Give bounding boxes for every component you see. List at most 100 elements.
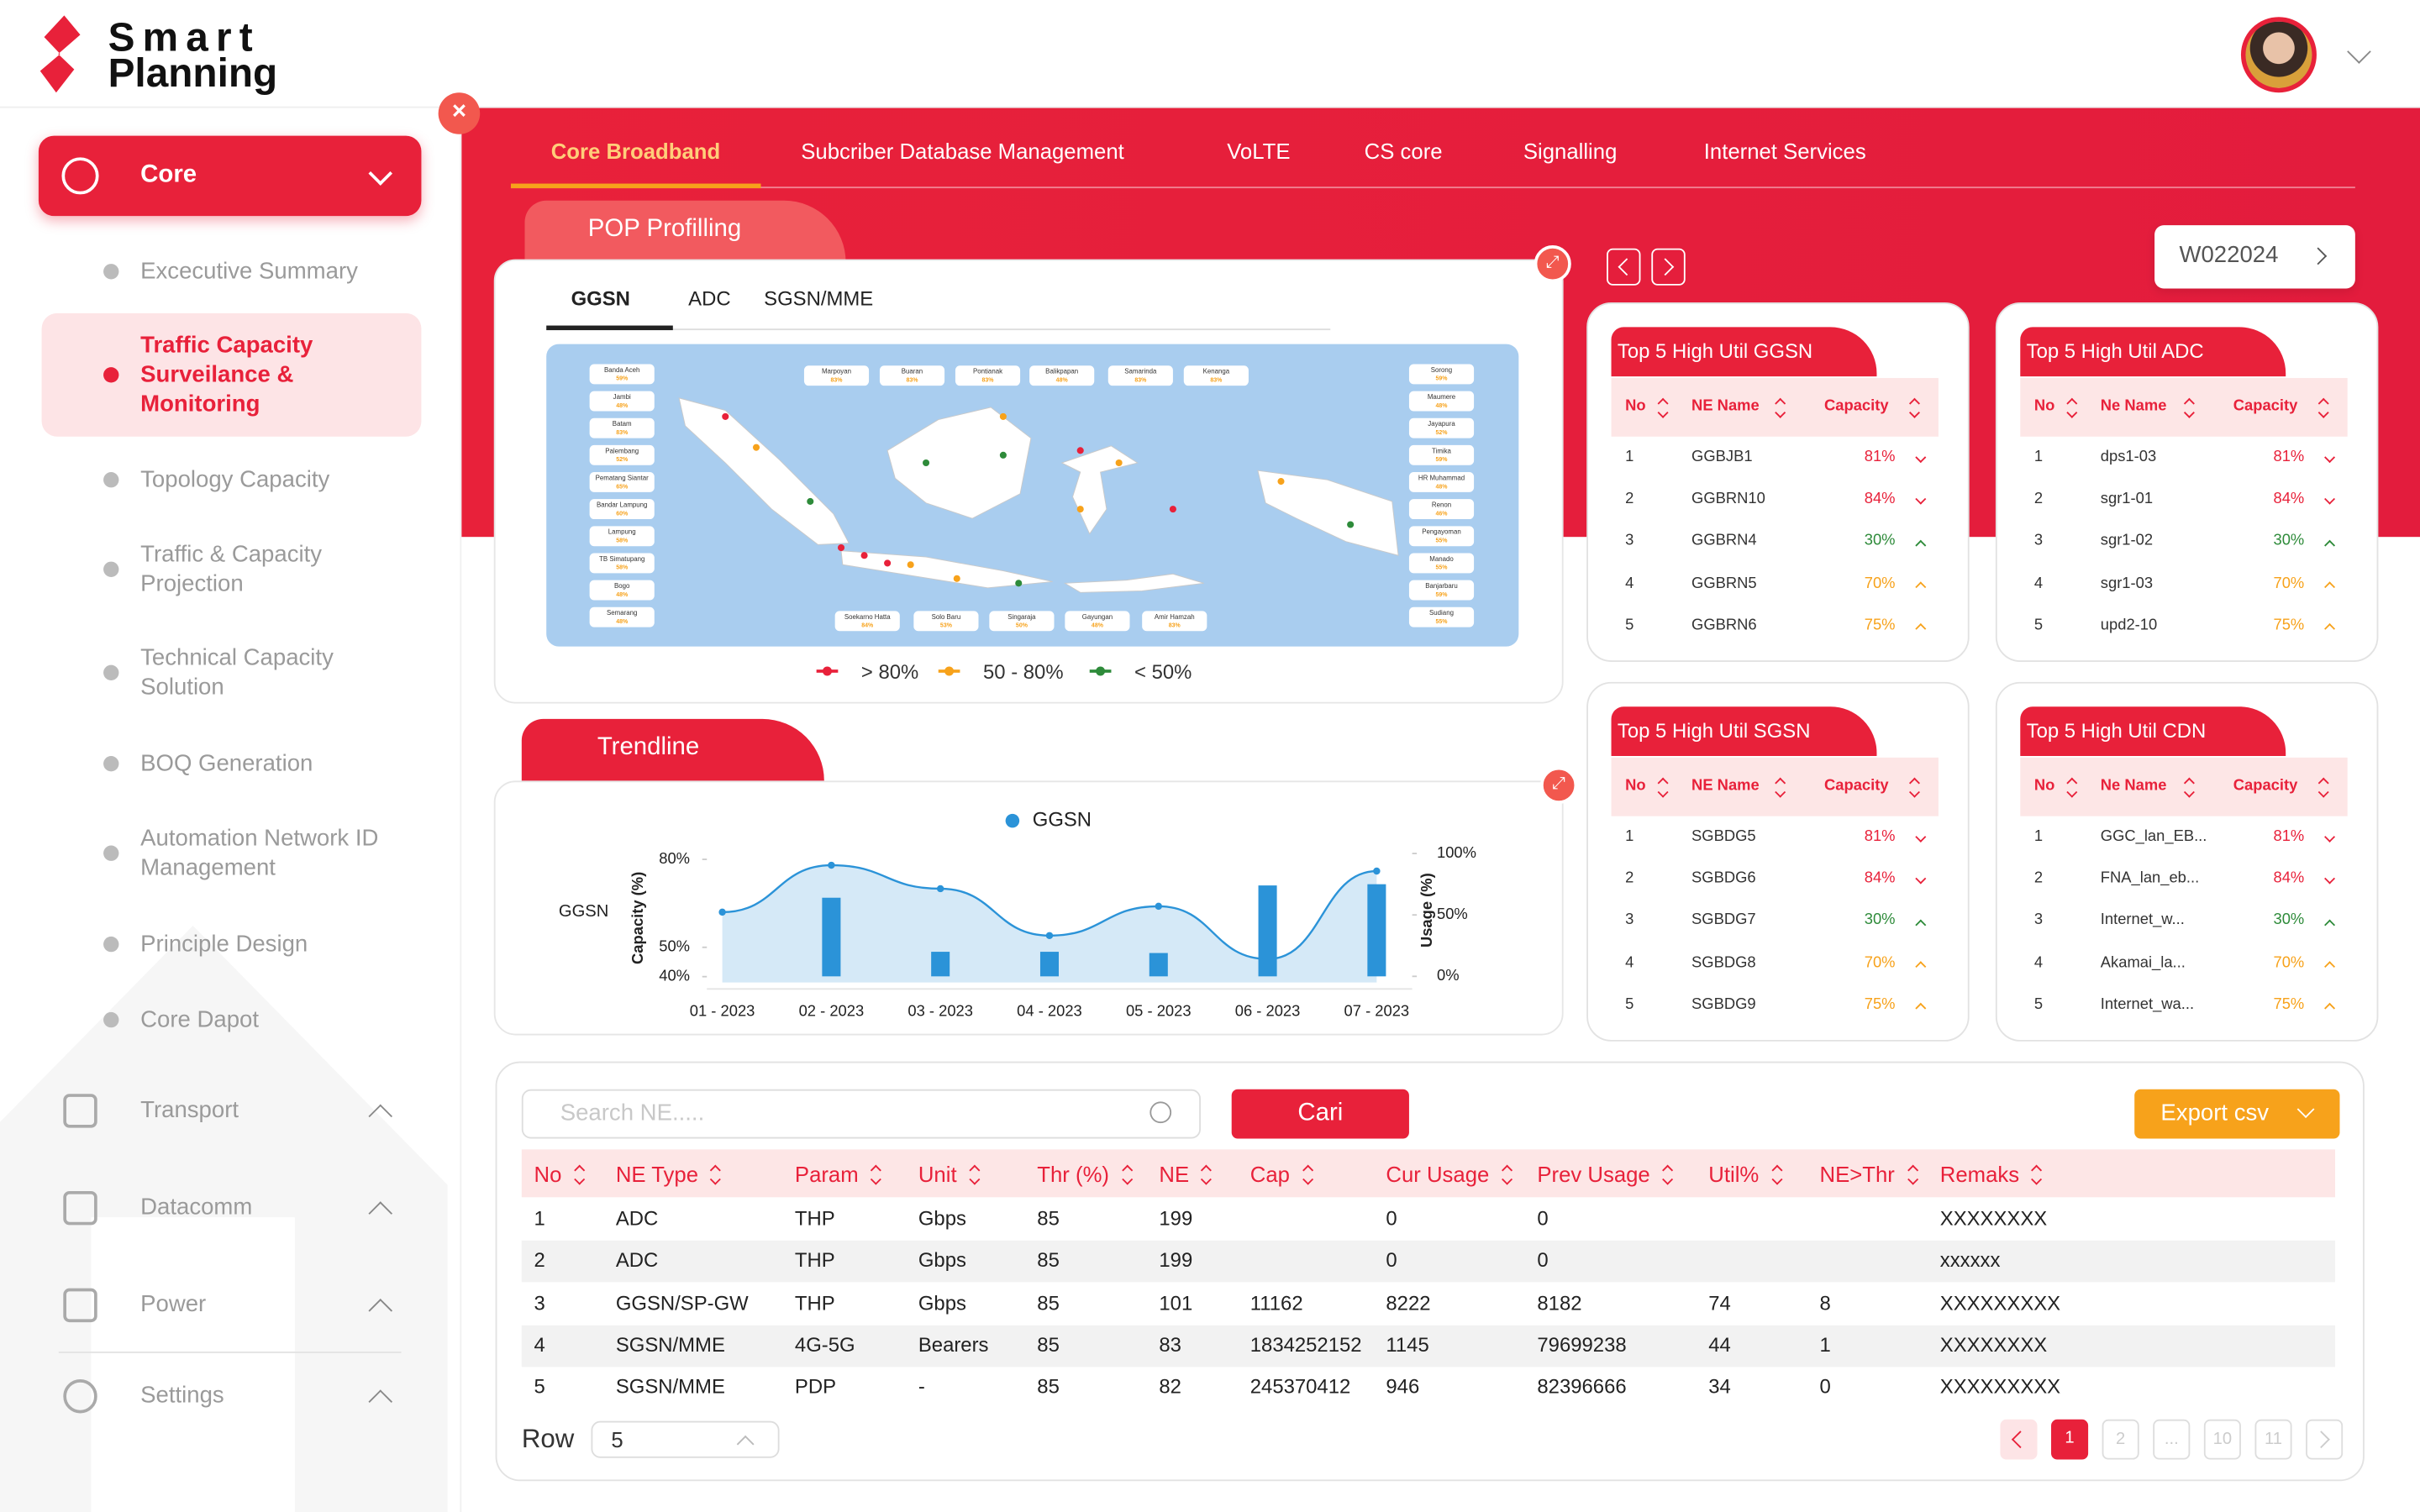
table-cell: 8 xyxy=(1819,1290,1831,1315)
page-button[interactable]: ... xyxy=(2153,1419,2191,1460)
top5-header xyxy=(1611,378,1939,437)
column-header: Capacity xyxy=(2233,777,2298,795)
sidebar-group[interactable]: Transport xyxy=(140,1096,239,1124)
subtab-underline xyxy=(546,325,673,331)
table-cell: 946 xyxy=(1386,1374,1420,1399)
row-name: GGBRN4 xyxy=(1691,533,1757,550)
row-capacity: 84% xyxy=(1864,491,1896,508)
row-capacity: 30% xyxy=(2273,533,2305,550)
page-prev[interactable] xyxy=(2000,1419,2038,1460)
table-cell: 5 xyxy=(534,1374,545,1399)
expand-button[interactable]: ⤢ xyxy=(1534,245,1571,283)
item-bullet xyxy=(103,561,119,577)
table-cell: 2 xyxy=(534,1248,545,1273)
nav-tab[interactable]: Core Broadband xyxy=(550,139,721,164)
sidebar-group[interactable]: Datacomm xyxy=(140,1194,253,1221)
table-cell: 85 xyxy=(1037,1374,1060,1399)
search-button[interactable]: Cari xyxy=(1231,1089,1409,1139)
row-capacity: 81% xyxy=(1864,828,1896,846)
row-no: 5 xyxy=(1625,617,1634,634)
pager-arrow[interactable] xyxy=(1607,248,1641,286)
row-select[interactable]: 5 xyxy=(591,1420,780,1458)
search-placeholder: Search NE..... xyxy=(560,1100,705,1126)
sidebar-item[interactable]: Core Dapot xyxy=(140,1006,260,1033)
top5-tab xyxy=(1611,327,1877,377)
table-column: No xyxy=(534,1162,562,1187)
row-no: 1 xyxy=(1625,449,1634,466)
page-button[interactable]: 10 xyxy=(2203,1419,2241,1460)
expand-button[interactable]: ⤢ xyxy=(1540,766,1578,804)
export-button[interactable]: Export csv xyxy=(2134,1089,2340,1139)
nav-tab[interactable]: Internet Services xyxy=(1703,139,1866,164)
nav-tab[interactable]: CS core xyxy=(1364,139,1443,164)
row-stripe xyxy=(521,1241,2335,1283)
page-button[interactable]: 2 xyxy=(2102,1419,2139,1460)
sidebar-group[interactable]: Power xyxy=(140,1291,207,1318)
table-cell: 11162 xyxy=(1249,1290,1303,1315)
table-cell: 85 xyxy=(1037,1290,1060,1315)
row-no: 4 xyxy=(1625,575,1634,592)
table-cell: 199 xyxy=(1159,1206,1193,1230)
row-no: 3 xyxy=(1625,533,1634,550)
row-label: Row xyxy=(521,1424,575,1454)
row-capacity: 84% xyxy=(2273,491,2305,508)
row-no: 4 xyxy=(1625,954,1634,972)
table-cell: 3 xyxy=(534,1290,545,1315)
table-cell: 8182 xyxy=(1537,1290,1582,1315)
sidebar-item[interactable]: Topology Capacity xyxy=(140,466,330,493)
table-cell: XXXXXXXXX xyxy=(1939,1290,2061,1315)
table-header xyxy=(521,1149,2335,1198)
table-cell: 0 xyxy=(1819,1374,1831,1399)
section-tab xyxy=(521,718,824,794)
table-cell: Gbps xyxy=(918,1248,966,1273)
sidebar-item[interactable]: Traffic Capacity Surveilance & Monitorin… xyxy=(140,332,313,417)
table-cell: 1 xyxy=(1819,1332,1831,1357)
pager-arrow[interactable] xyxy=(1651,248,1686,286)
nav-tab[interactable]: VoLTE xyxy=(1227,139,1291,164)
avatar[interactable] xyxy=(2240,17,2317,93)
sub-tab[interactable]: SGSN/MME xyxy=(764,286,874,311)
row-name: Internet_w... xyxy=(2100,912,2185,930)
table-cell: PDP xyxy=(794,1374,837,1399)
sidebar-item[interactable]: Principle Design xyxy=(140,931,308,958)
search-icon xyxy=(1150,1101,1172,1124)
sub-tab[interactable]: ADC xyxy=(688,286,731,311)
sub-tab[interactable]: GGSN xyxy=(571,286,630,311)
sidebar-item[interactable]: Automation Network ID Management xyxy=(140,825,379,881)
table-cell: 199 xyxy=(1159,1248,1193,1273)
menu-core[interactable]: Core xyxy=(38,135,422,217)
item-bullet xyxy=(103,264,119,280)
page-button[interactable]: 11 xyxy=(2254,1419,2292,1460)
table-column: NE>Thr xyxy=(1819,1162,1895,1187)
week-label: W022024 xyxy=(2179,242,2279,269)
sidebar-item[interactable]: Traffic & Capacity Projection xyxy=(140,541,323,597)
search-box[interactable] xyxy=(521,1089,1201,1139)
column-header: Capacity xyxy=(2233,397,2298,416)
table-cell: 85 xyxy=(1037,1248,1060,1273)
row-name: GGBRN10 xyxy=(1691,491,1765,508)
sidebar-item[interactable]: BOQ Generation xyxy=(140,750,313,777)
table-column: Unit xyxy=(918,1162,957,1187)
nav-tab[interactable]: Signalling xyxy=(1523,139,1618,164)
column-header: No xyxy=(2033,397,2055,416)
table-cell: THP xyxy=(794,1248,835,1273)
week-box[interactable] xyxy=(2154,225,2355,289)
row-no: 2 xyxy=(1625,870,1634,888)
table-column: Cur Usage xyxy=(1386,1162,1490,1187)
row-no: 1 xyxy=(1625,828,1634,846)
sidebar-group[interactable]: Settings xyxy=(140,1382,224,1409)
page-next[interactable] xyxy=(2306,1419,2344,1460)
row-capacity: 81% xyxy=(2273,828,2305,846)
table-cell: Bearers xyxy=(918,1332,989,1357)
close-button[interactable]: × xyxy=(438,92,481,134)
page-button[interactable]: 1 xyxy=(2051,1419,2089,1460)
table-column: Prev Usage xyxy=(1537,1162,1650,1187)
nav-tab[interactable]: Subcriber Database Management xyxy=(801,139,1124,164)
sidebar-item[interactable]: Technical Capacity Solution xyxy=(140,644,334,701)
row-name: SGBDG9 xyxy=(1691,996,1756,1014)
item-bullet xyxy=(103,367,119,383)
sidebar-item[interactable]: Excecutive Summary xyxy=(140,258,358,285)
table-cell: 4G-5G xyxy=(794,1332,855,1357)
column-header: No xyxy=(2033,777,2055,795)
row-name: SGBDG7 xyxy=(1691,912,1756,930)
